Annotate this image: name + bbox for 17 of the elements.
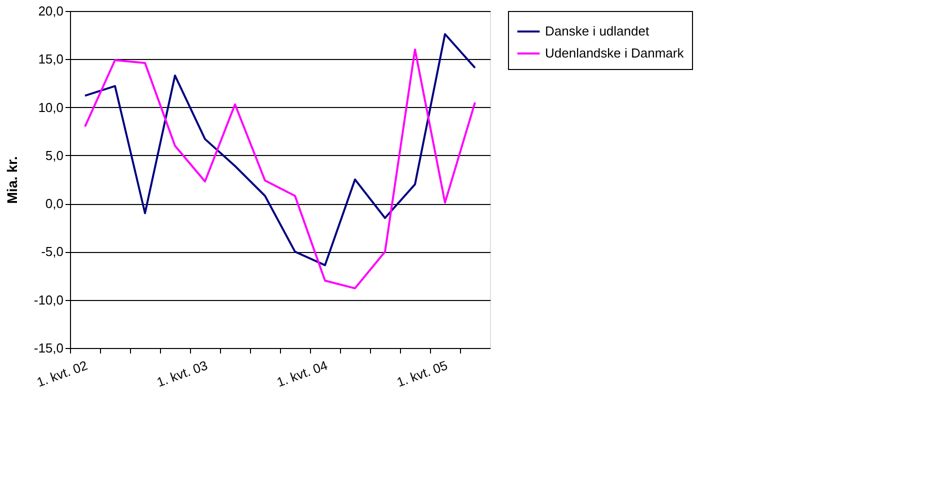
legend-label: Udenlandske i Danmark — [545, 46, 684, 60]
y-axis-title: Mia. kr. — [4, 156, 20, 204]
y-tick-label: -15,0 — [34, 340, 64, 356]
line-series — [84, 33, 476, 266]
y-tick-label: 5,0 — [45, 148, 64, 163]
line-series — [84, 48, 476, 290]
y-tick-label: 0,0 — [45, 196, 64, 212]
legend-label: Danske i udlandet — [545, 24, 650, 38]
x-tick-label: 1. kvt. 02 — [34, 358, 90, 390]
x-tick-label: 1. kvt. 04 — [274, 358, 330, 390]
y-tick-label: 10,0 — [38, 100, 64, 115]
x-tick-label: 1. kvt. 05 — [394, 358, 450, 390]
y-tick-label: -10,0 — [34, 292, 64, 308]
y-tick-label: 20,0 — [38, 4, 64, 18]
y-tick-label: 15,0 — [38, 52, 64, 67]
x-tick-label: 1. kvt. 03 — [154, 358, 210, 390]
y-tick-label: -5,0 — [41, 244, 64, 260]
